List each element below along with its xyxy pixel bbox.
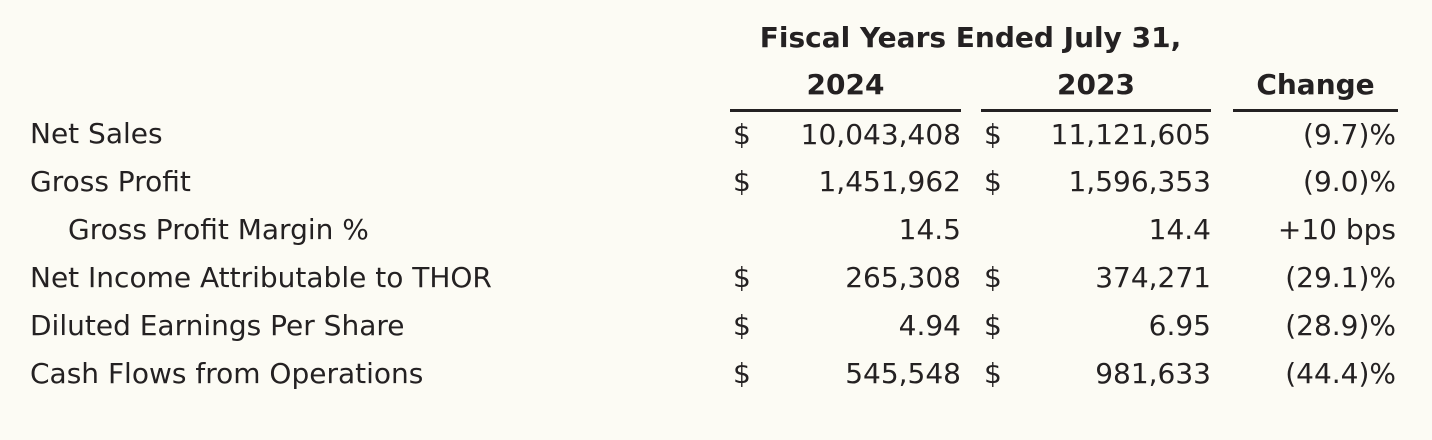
table-row-diluted-eps: Diluted Earnings Per Share $ 4.94 $ 6.95… bbox=[30, 302, 1398, 350]
table-row-gross-profit: Gross Profit $ 1,451,962 $ 1,596,353 (9.… bbox=[30, 158, 1398, 206]
currency-symbol-2023: $ bbox=[984, 117, 1002, 151]
financial-summary-table: Fiscal Years Ended July 31, 2024 2023 Ch… bbox=[30, 14, 1398, 398]
value-change: (29.1)% bbox=[1285, 261, 1396, 294]
spacer-cell bbox=[961, 110, 981, 158]
value-2023: 981,633 bbox=[1095, 357, 1211, 390]
column-header-row: 2024 2023 Change bbox=[30, 62, 1398, 112]
currency-symbol-2024: $ bbox=[733, 117, 751, 151]
spacer-cell bbox=[1233, 14, 1398, 62]
currency-symbol-2023: $ bbox=[984, 261, 1002, 294]
value-2024: 4.94 bbox=[898, 309, 961, 342]
currency-symbol-2024: $ bbox=[733, 261, 751, 294]
spacer-cell bbox=[1211, 62, 1233, 110]
period-header: Fiscal Years Ended July 31, bbox=[759, 21, 1182, 54]
spacer-cell bbox=[1211, 350, 1233, 398]
spacer-cell bbox=[1211, 302, 1233, 350]
row-label: Gross Profit bbox=[30, 165, 191, 198]
spacer-cell bbox=[961, 206, 981, 254]
spacer-cell bbox=[1211, 110, 1233, 158]
column-header-2023: 2023 bbox=[981, 62, 1211, 112]
value-2024: 10,043,408 bbox=[800, 117, 961, 151]
table-row-net-sales: Net Sales $ 10,043,408 $ 11,121,605 (9.7… bbox=[30, 110, 1398, 158]
value-2024: 265,308 bbox=[845, 261, 961, 294]
value-change: (9.7)% bbox=[1303, 117, 1396, 151]
row-label: Net Sales bbox=[30, 117, 163, 150]
currency-symbol-2024 bbox=[730, 206, 764, 254]
value-2023: 6.95 bbox=[1148, 309, 1211, 342]
table-row-net-income: Net Income Attributable to THOR $ 265,30… bbox=[30, 254, 1398, 302]
spacer-cell bbox=[1211, 254, 1233, 302]
value-2023: 14.4 bbox=[1148, 213, 1211, 246]
spacer-cell bbox=[30, 14, 730, 62]
spacer-cell bbox=[1211, 206, 1233, 254]
table-row-cash-flows: Cash Flows from Operations $ 545,548 $ 9… bbox=[30, 350, 1398, 398]
currency-symbol-2024: $ bbox=[733, 165, 751, 198]
value-2023: 374,271 bbox=[1095, 261, 1211, 294]
table-row-gross-profit-margin: Gross Profit Margin % 14.5 14.4 +10 bps bbox=[30, 206, 1398, 254]
value-2024: 1,451,962 bbox=[818, 165, 961, 198]
spacer-cell bbox=[1211, 14, 1233, 62]
currency-symbol-2024: $ bbox=[733, 357, 751, 390]
value-change: +10 bps bbox=[1277, 213, 1396, 246]
row-label: Diluted Earnings Per Share bbox=[30, 309, 405, 342]
spacer-cell bbox=[961, 302, 981, 350]
row-label: Net Income Attributable to THOR bbox=[30, 261, 492, 294]
spacer-cell bbox=[961, 158, 981, 206]
currency-symbol-2023: $ bbox=[984, 309, 1002, 342]
row-label: Gross Profit Margin % bbox=[68, 213, 369, 246]
value-change: (28.9)% bbox=[1285, 309, 1396, 342]
value-2024: 14.5 bbox=[898, 213, 961, 246]
currency-symbol-2023: $ bbox=[984, 357, 1002, 390]
value-2023: 11,121,605 bbox=[1050, 117, 1211, 151]
spacer-cell bbox=[961, 62, 981, 110]
period-header-row: Fiscal Years Ended July 31, bbox=[30, 14, 1398, 62]
value-2023: 1,596,353 bbox=[1068, 165, 1211, 198]
currency-symbol-2023 bbox=[981, 206, 1015, 254]
spacer-cell bbox=[961, 254, 981, 302]
currency-symbol-2024: $ bbox=[733, 309, 751, 342]
value-change: (9.0)% bbox=[1303, 165, 1396, 198]
currency-symbol-2023: $ bbox=[984, 165, 1002, 198]
value-change: (44.4)% bbox=[1285, 357, 1396, 390]
column-header-change: Change bbox=[1233, 62, 1398, 112]
row-label: Cash Flows from Operations bbox=[30, 357, 424, 390]
spacer-cell bbox=[961, 350, 981, 398]
column-header-2024: 2024 bbox=[730, 62, 961, 112]
value-2024: 545,548 bbox=[845, 357, 961, 390]
spacer-cell bbox=[1211, 158, 1233, 206]
spacer-cell bbox=[30, 62, 730, 110]
